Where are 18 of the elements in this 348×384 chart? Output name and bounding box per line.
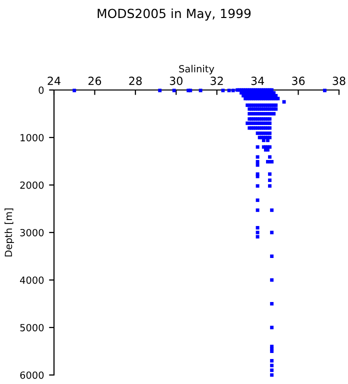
y-tick-label: 2000 bbox=[20, 181, 44, 189]
x-tick-label: 32 bbox=[210, 76, 223, 86]
x-tick-label: 28 bbox=[129, 76, 142, 86]
x-tick-label: 34 bbox=[251, 76, 264, 86]
y-tick-label: 4000 bbox=[20, 276, 44, 284]
y-tick-label: 6000 bbox=[20, 371, 44, 379]
y-tick-label: 1000 bbox=[20, 134, 44, 142]
y-tick-label: 0 bbox=[38, 86, 44, 94]
y-tick-label: 3000 bbox=[20, 228, 44, 236]
chart-title: MODS2005 in May, 1999 bbox=[98, 8, 251, 21]
x-tick-label: 36 bbox=[292, 76, 305, 86]
x-axis-title: Salinity bbox=[179, 64, 214, 74]
x-tick-label: 30 bbox=[170, 76, 182, 86]
x-tick-label: 26 bbox=[88, 76, 102, 86]
x-tick-label: 24 bbox=[48, 76, 60, 85]
y-tick-label: 5000 bbox=[20, 324, 44, 332]
x-tick-label: 38 bbox=[332, 76, 346, 86]
y-axis-title: Depth [m] bbox=[4, 208, 14, 256]
